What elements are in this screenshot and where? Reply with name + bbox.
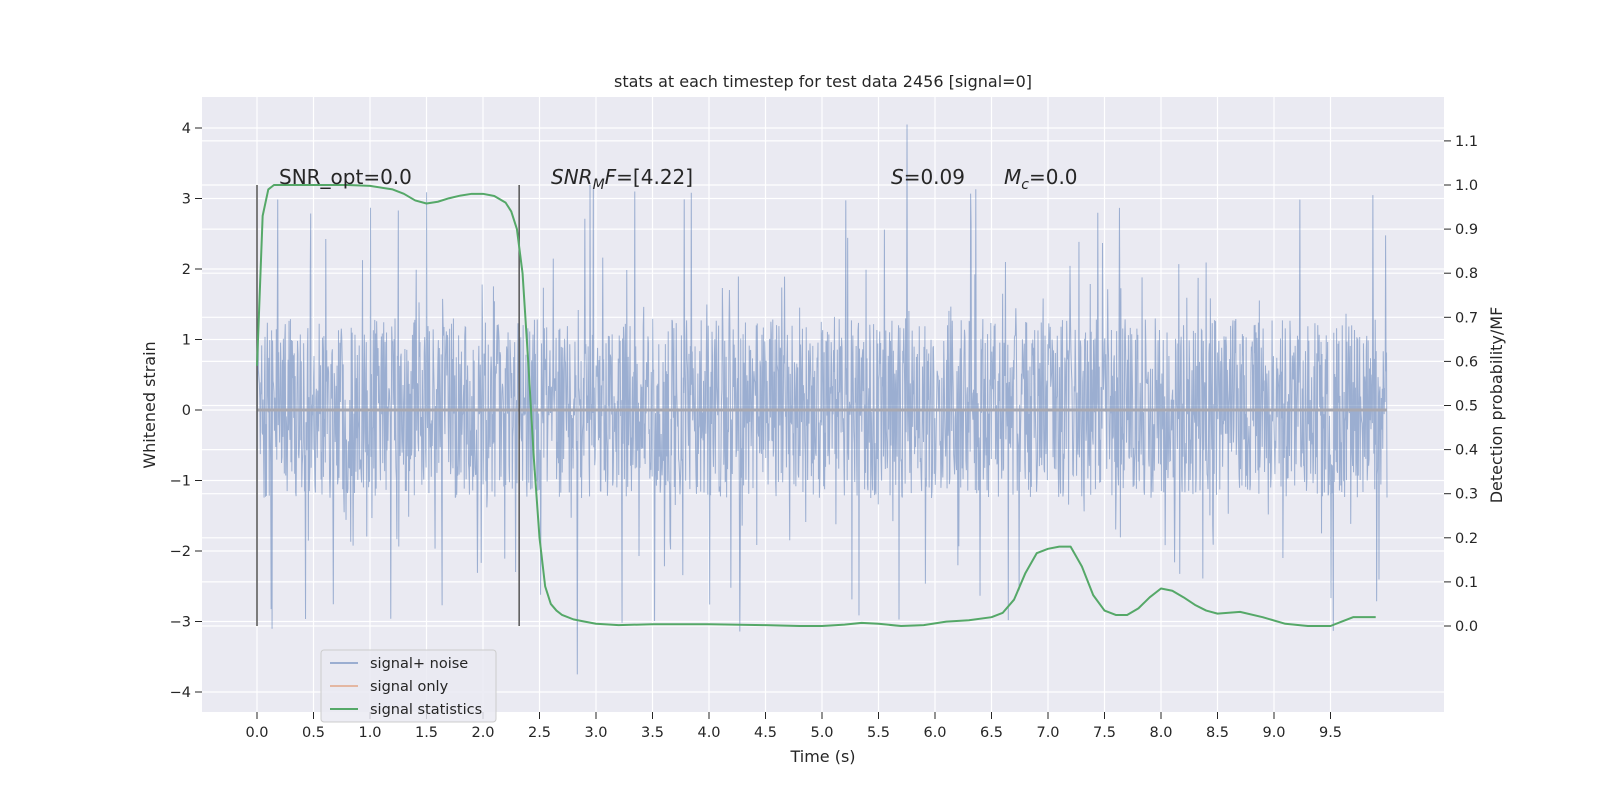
y-axis-right-label: Detection probability/MF xyxy=(1487,307,1506,504)
annotation-s-value: =0.09 xyxy=(904,165,965,189)
y-axis-right-ticks: 0.0 0.1 0.2 0.3 0.4 0.5 0.6 0.7 0.8 0.9 1.0 1.1 xyxy=(1444,134,1478,635)
y-axis-left-ticks: −4 −3 −2 −1 0 1 2 3 4 xyxy=(170,121,202,701)
annotation-snr-mf-value: =[4.22] xyxy=(616,165,693,189)
x-axis-label: Time (s) xyxy=(789,747,855,766)
annotation-mc-var: M xyxy=(1004,165,1021,189)
x-tick-label-4: 2.0 xyxy=(471,725,494,741)
y-right-tick-label-0: 0.0 xyxy=(1455,619,1478,635)
y-right-tick-label-9: 0.9 xyxy=(1455,222,1478,238)
x-tick-label-1: 0.5 xyxy=(302,725,325,741)
x-tick-label-15: 7.5 xyxy=(1093,725,1116,741)
annotation-snr-mf-tail-var: F xyxy=(605,165,617,189)
annotation-s-var: S xyxy=(891,165,904,189)
x-tick-label-3: 1.5 xyxy=(415,725,438,741)
x-tick-label-13: 6.5 xyxy=(980,725,1003,741)
y-left-tick-label-1: −3 xyxy=(170,615,191,631)
annotation-snr-mf-var: SNR xyxy=(551,165,593,189)
y-left-tick-label-0: −4 xyxy=(170,685,191,701)
annotation-snr-opt: SNR_opt=0.0 xyxy=(279,165,412,189)
x-tick-label-9: 4.5 xyxy=(754,725,777,741)
legend-label-signal-statistics: signal statistics xyxy=(370,702,482,718)
y-left-tick-label-8: 4 xyxy=(182,121,191,137)
y-right-tick-label-1: 0.1 xyxy=(1455,575,1478,591)
y-left-tick-label-2: −2 xyxy=(170,544,191,560)
y-right-tick-label-7: 0.7 xyxy=(1455,310,1478,326)
y-axis-left-label: Whitened strain xyxy=(140,341,159,468)
signal-statistics-series xyxy=(256,184,1376,627)
x-tick-label-18: 9.0 xyxy=(1262,725,1285,741)
annotations: SNR_opt=0.0 SNRMF=[4.22] S=0.09 Mc=0.0 xyxy=(279,165,1078,193)
y-right-tick-label-6: 0.6 xyxy=(1455,354,1478,370)
y-right-tick-label-5: 0.5 xyxy=(1455,399,1478,415)
y-right-tick-label-11: 1.1 xyxy=(1455,134,1478,150)
x-tick-label-12: 6.0 xyxy=(923,725,946,741)
legend: signal+ noise signal only signal statist… xyxy=(320,649,497,723)
legend-label-signal-only: signal only xyxy=(370,679,449,695)
y-left-tick-label-6: 2 xyxy=(182,262,191,278)
annotation-snr-mf-sub: M xyxy=(593,177,605,193)
y-left-tick-label-4: 0 xyxy=(182,403,191,419)
signal-noise-series xyxy=(256,124,1388,675)
y-right-tick-label-8: 0.8 xyxy=(1455,266,1478,282)
y-right-tick-label-3: 0.3 xyxy=(1455,487,1478,503)
annotation-mc-sub: c xyxy=(1021,177,1029,193)
x-tick-label-14: 7.0 xyxy=(1036,725,1059,741)
y-right-tick-label-10: 1.0 xyxy=(1455,178,1478,194)
chart-title: stats at each timestep for test data 245… xyxy=(614,72,1032,91)
x-tick-label-6: 3.0 xyxy=(584,725,607,741)
x-tick-label-17: 8.5 xyxy=(1206,725,1229,741)
signal-noise-line xyxy=(256,124,1388,675)
x-tick-label-7: 3.5 xyxy=(641,725,664,741)
y-left-tick-label-5: 1 xyxy=(182,333,191,349)
annotation-s: S=0.09 xyxy=(891,165,965,189)
x-tick-label-19: 9.5 xyxy=(1319,725,1342,741)
y-left-tick-label-7: 3 xyxy=(182,192,191,208)
signal-statistics-line xyxy=(256,184,1376,627)
x-axis-ticks: 0.0 0.5 1.0 1.5 2.0 2.5 3.0 3.5 4.0 4.5 5.0 5.5 6.0 6… xyxy=(245,712,1342,741)
annotation-mc: Mc=0.0 xyxy=(1004,165,1078,193)
y-right-tick-label-4: 0.4 xyxy=(1455,443,1478,459)
legend-label-signal-noise: signal+ noise xyxy=(370,656,468,672)
x-tick-label-0: 0.0 xyxy=(245,725,268,741)
x-tick-label-16: 8.0 xyxy=(1149,725,1172,741)
x-tick-label-11: 5.5 xyxy=(867,725,890,741)
x-tick-label-5: 2.5 xyxy=(528,725,551,741)
x-tick-label-2: 1.0 xyxy=(358,725,381,741)
y-right-tick-label-2: 0.2 xyxy=(1455,531,1478,547)
marker-lines xyxy=(256,185,520,626)
x-tick-label-8: 4.0 xyxy=(697,725,720,741)
x-tick-label-10: 5.0 xyxy=(810,725,833,741)
legend-box xyxy=(320,649,497,723)
y-left-tick-label-3: −1 xyxy=(170,474,191,490)
annotation-mc-value: =0.0 xyxy=(1029,165,1078,189)
annotation-snr-mf: SNRMF=[4.22] xyxy=(551,165,693,193)
